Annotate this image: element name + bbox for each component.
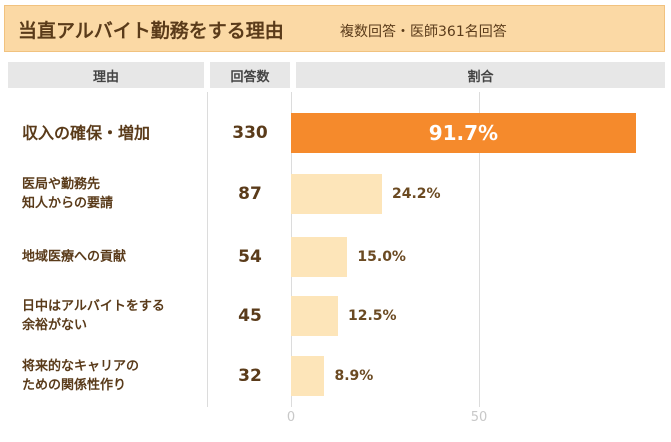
category-label: 地域医療への貢献 xyxy=(22,249,127,265)
value-label: 24.2% xyxy=(391,186,441,202)
chart-subtitle: 複数回答・医師361名回答 xyxy=(340,24,507,40)
bar xyxy=(291,113,636,153)
value-label: 91.7% xyxy=(428,121,499,145)
title-band xyxy=(4,5,665,52)
column-header: 回答数 xyxy=(210,62,290,88)
count: 54 xyxy=(238,247,262,267)
x-tick-label: 0 xyxy=(286,410,296,425)
category-label: 医局や勤務先 知人からの要請 xyxy=(22,177,114,211)
bar xyxy=(291,296,338,336)
bar xyxy=(291,174,382,214)
column-header: 理由 xyxy=(8,62,204,88)
value-label: 12.5% xyxy=(348,308,397,324)
separator xyxy=(207,92,208,407)
value-label: 8.9% xyxy=(334,368,374,384)
value-label: 15.0% xyxy=(357,249,406,265)
bar xyxy=(291,356,325,396)
bar xyxy=(291,237,348,277)
count: 45 xyxy=(238,306,262,326)
grid-line xyxy=(479,92,480,407)
category-label: 将来的なキャリアの ための関係性作り xyxy=(22,359,140,393)
column-header: 割合 xyxy=(296,62,665,88)
category-label: 収入の確保・増加 xyxy=(22,123,151,143)
category-label: 日中はアルバイトをする 余裕がない xyxy=(22,299,165,333)
count: 87 xyxy=(238,184,262,204)
x-tick-label: 50 xyxy=(470,410,488,425)
count: 330 xyxy=(232,123,268,143)
count: 32 xyxy=(238,366,262,386)
chart-title: 当直アルバイト勤務をする理由 xyxy=(18,20,284,42)
